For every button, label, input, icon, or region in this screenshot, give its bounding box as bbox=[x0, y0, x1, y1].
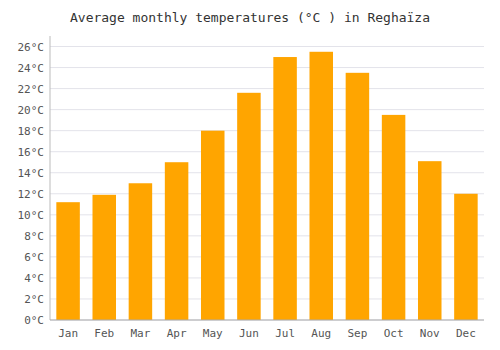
bar bbox=[129, 183, 153, 320]
grid-line bbox=[50, 88, 484, 89]
x-tick-label: Apr bbox=[167, 327, 187, 340]
y-tick-label: 10°C bbox=[18, 209, 45, 222]
bar bbox=[309, 52, 333, 320]
bar bbox=[418, 161, 442, 320]
bar bbox=[382, 115, 406, 320]
grid-line bbox=[50, 130, 484, 131]
y-tick-label: 22°C bbox=[18, 83, 45, 96]
x-tick-label: Feb bbox=[94, 327, 114, 340]
y-tick-label: 16°C bbox=[18, 146, 45, 159]
y-axis-line bbox=[50, 36, 51, 320]
y-tick-label: 14°C bbox=[18, 167, 45, 180]
grid-line bbox=[50, 67, 484, 68]
bar bbox=[454, 194, 478, 320]
bar bbox=[346, 73, 370, 320]
y-tick-label: 24°C bbox=[18, 62, 45, 75]
bar bbox=[92, 195, 116, 320]
x-tick-label: Nov bbox=[420, 327, 440, 340]
y-tick-label: 18°C bbox=[18, 125, 45, 138]
grid-line bbox=[50, 320, 484, 321]
x-axis-line bbox=[50, 320, 484, 321]
grid-line bbox=[50, 46, 484, 47]
grid-line bbox=[50, 151, 484, 152]
y-tick-label: 2°C bbox=[24, 293, 44, 306]
bar bbox=[56, 202, 80, 320]
x-tick-label: Dec bbox=[456, 327, 476, 340]
x-tick-label: Mar bbox=[130, 327, 150, 340]
chart: Average monthly temperatures (°C ) in Re… bbox=[0, 0, 500, 350]
y-tick-label: 4°C bbox=[24, 272, 44, 285]
bar bbox=[237, 93, 261, 320]
y-tick-label: 20°C bbox=[18, 104, 45, 117]
bars bbox=[56, 52, 477, 320]
bar bbox=[273, 57, 297, 320]
x-tick-label: Aug bbox=[311, 327, 331, 340]
y-tick-label: 8°C bbox=[24, 230, 44, 243]
x-tick-label: May bbox=[203, 327, 223, 340]
x-tick-label: Sep bbox=[347, 327, 367, 340]
x-tick-label: Jan bbox=[58, 327, 78, 340]
x-tick-label: Jul bbox=[275, 327, 295, 340]
y-tick-label: 12°C bbox=[18, 188, 45, 201]
title: Average monthly temperatures (°C ) in Re… bbox=[70, 10, 430, 25]
bar bbox=[165, 162, 189, 320]
y-tick-label: 6°C bbox=[24, 251, 44, 264]
y-tick-label: 26°C bbox=[18, 41, 45, 54]
x-tick-label: Oct bbox=[384, 327, 404, 340]
grid bbox=[50, 47, 484, 320]
x-tick-label: Jun bbox=[239, 327, 259, 340]
bar bbox=[201, 131, 225, 320]
grid-line bbox=[50, 109, 484, 110]
y-tick-label: 0°C bbox=[24, 314, 44, 327]
